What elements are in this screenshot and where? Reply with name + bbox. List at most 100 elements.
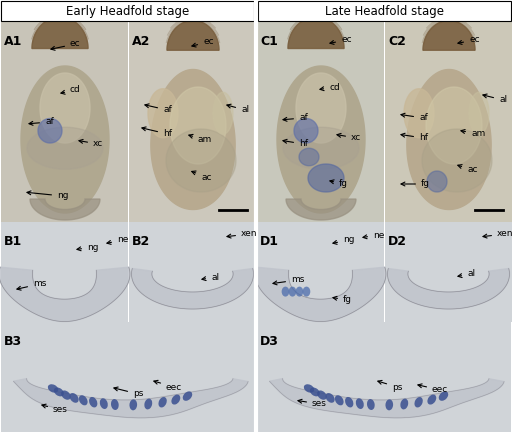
Text: xc: xc — [337, 133, 361, 143]
Ellipse shape — [356, 398, 364, 409]
Polygon shape — [269, 378, 504, 418]
Polygon shape — [27, 127, 103, 169]
Polygon shape — [166, 129, 236, 192]
Text: fg: fg — [333, 295, 352, 305]
Text: B3: B3 — [4, 335, 22, 348]
Polygon shape — [21, 66, 109, 213]
Text: ac: ac — [458, 165, 478, 175]
Text: am: am — [461, 130, 485, 139]
Text: af: af — [29, 118, 54, 127]
Ellipse shape — [428, 394, 436, 405]
Ellipse shape — [144, 399, 152, 410]
Text: ses: ses — [42, 404, 68, 414]
Text: xen: xen — [483, 229, 512, 238]
Ellipse shape — [79, 395, 88, 405]
Bar — [385, 22, 512, 222]
Text: al: al — [483, 94, 507, 105]
Text: A2: A2 — [132, 35, 151, 48]
Ellipse shape — [326, 393, 335, 403]
Text: Early Headfold stage: Early Headfold stage — [66, 6, 189, 19]
Polygon shape — [404, 89, 434, 138]
Text: ps: ps — [378, 381, 402, 391]
Polygon shape — [167, 20, 219, 50]
Ellipse shape — [54, 388, 64, 397]
Ellipse shape — [295, 286, 303, 297]
Ellipse shape — [100, 398, 108, 409]
Text: ac: ac — [192, 171, 211, 181]
Text: hf: hf — [142, 127, 172, 139]
Polygon shape — [294, 118, 318, 143]
Ellipse shape — [61, 391, 71, 400]
Text: D3: D3 — [260, 335, 279, 348]
Bar — [385, 222, 512, 322]
Text: cd: cd — [61, 86, 81, 95]
Bar — [1, 222, 128, 322]
Ellipse shape — [345, 397, 353, 407]
Text: ms: ms — [273, 276, 304, 285]
Polygon shape — [283, 127, 359, 169]
Text: cd: cd — [320, 83, 340, 92]
Text: ses: ses — [298, 399, 327, 409]
Text: C1: C1 — [260, 35, 278, 48]
Polygon shape — [288, 17, 344, 48]
Polygon shape — [0, 267, 130, 321]
Text: fg: fg — [330, 180, 348, 188]
Text: ng: ng — [333, 235, 354, 245]
Polygon shape — [423, 20, 475, 50]
Bar — [1, 1, 254, 21]
Polygon shape — [170, 87, 226, 164]
Text: ec: ec — [192, 38, 214, 47]
Ellipse shape — [159, 397, 167, 407]
Text: xen: xen — [227, 229, 258, 238]
Text: ng: ng — [27, 191, 69, 200]
Bar — [257, 222, 384, 322]
Ellipse shape — [303, 286, 310, 297]
Ellipse shape — [335, 395, 344, 405]
Polygon shape — [299, 148, 319, 166]
Polygon shape — [469, 92, 489, 134]
Bar — [1, 22, 128, 222]
Polygon shape — [32, 17, 88, 48]
Text: ne: ne — [107, 235, 129, 245]
Text: ms: ms — [17, 280, 47, 290]
Polygon shape — [308, 164, 344, 192]
Ellipse shape — [183, 391, 192, 401]
Polygon shape — [13, 378, 248, 418]
Text: eec: eec — [418, 384, 448, 394]
Ellipse shape — [48, 384, 58, 393]
Text: fg: fg — [401, 180, 430, 188]
Text: xc: xc — [79, 140, 103, 149]
Polygon shape — [213, 92, 233, 134]
Text: af: af — [401, 113, 428, 123]
Bar — [129, 22, 256, 222]
Polygon shape — [407, 70, 491, 210]
Ellipse shape — [367, 399, 375, 410]
Text: A1: A1 — [4, 35, 23, 48]
Text: al: al — [458, 270, 475, 279]
Text: ne: ne — [363, 231, 385, 239]
Text: ng: ng — [77, 242, 98, 251]
Text: af: af — [145, 104, 172, 114]
Ellipse shape — [415, 397, 423, 407]
Text: am: am — [189, 134, 212, 144]
Text: ec: ec — [51, 39, 80, 50]
Bar — [257, 322, 511, 432]
Ellipse shape — [289, 286, 296, 297]
Polygon shape — [148, 89, 178, 138]
Polygon shape — [38, 118, 62, 143]
Ellipse shape — [172, 394, 180, 405]
Text: Late Headfold stage: Late Headfold stage — [325, 6, 444, 19]
Text: ec: ec — [330, 35, 352, 44]
Bar — [129, 222, 256, 322]
Text: eec: eec — [154, 380, 182, 391]
Ellipse shape — [386, 399, 393, 410]
Ellipse shape — [70, 393, 79, 403]
Text: hf: hf — [401, 133, 428, 143]
Text: B2: B2 — [132, 235, 150, 248]
Ellipse shape — [310, 388, 320, 397]
Polygon shape — [422, 129, 492, 192]
Ellipse shape — [304, 384, 314, 393]
Text: D2: D2 — [388, 235, 407, 248]
Text: D1: D1 — [260, 235, 279, 248]
Bar — [1, 322, 255, 432]
